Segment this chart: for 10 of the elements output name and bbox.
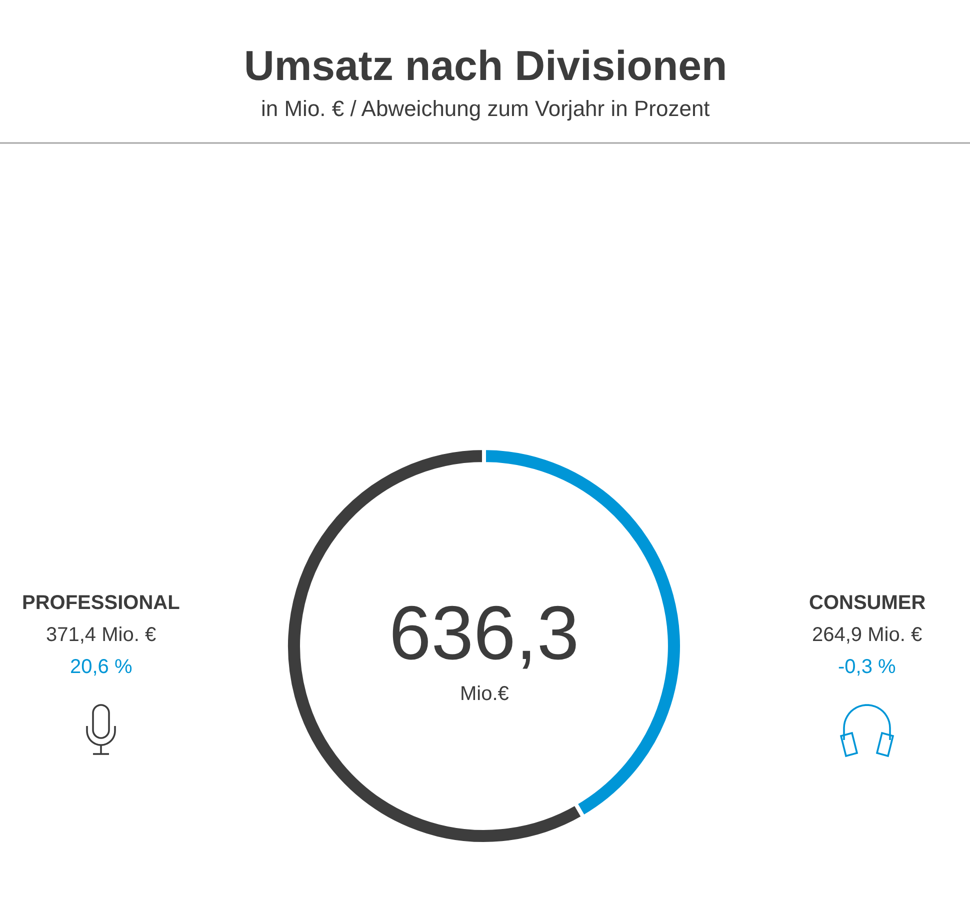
text: 20,6 % xyxy=(70,656,132,678)
slice-label: PROFESSIONAL xyxy=(22,592,180,614)
chart-title: Umsatz nach Divisionen xyxy=(244,42,728,89)
data-label: 264,9 Mio. € xyxy=(812,624,922,646)
text: Mio.€ xyxy=(460,683,509,705)
slice-label: CONSUMER xyxy=(809,592,926,614)
text: 636,3 xyxy=(389,591,580,676)
data-label: 371,4 Mio. € xyxy=(46,624,156,646)
chart-subtitle: in Mio. € / Abweichung zum Vorjahr in Prozent xyxy=(261,96,710,121)
text: -0,3 % xyxy=(838,656,896,678)
